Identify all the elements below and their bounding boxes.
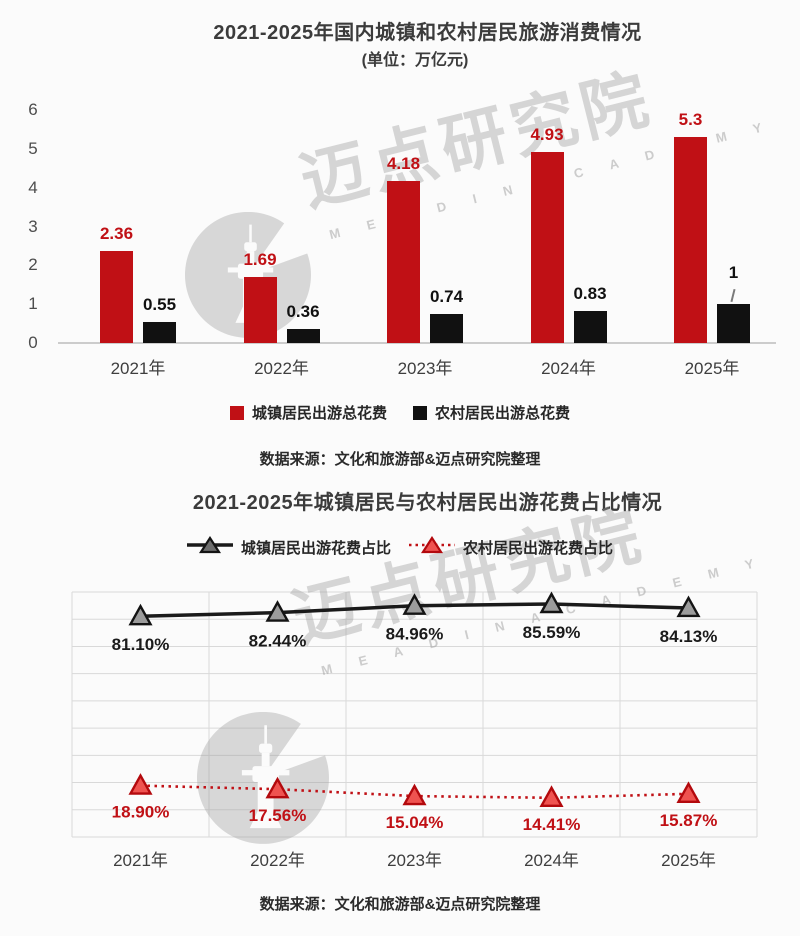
bar-value-label: 1 <box>728 263 739 283</box>
bar-urban <box>100 251 133 343</box>
bar-value-label: 5.3 <box>678 110 703 130</box>
marker-triangle <box>128 603 153 626</box>
bar-rural <box>573 310 607 343</box>
marker-triangle <box>539 785 564 807</box>
bar-urban <box>243 277 277 343</box>
bar-chart-source: 数据来源：文化和旅游部&迈点研究院整理 <box>259 451 541 468</box>
bar-value-label: 1.69 <box>243 250 277 270</box>
marker-triangle <box>265 600 290 622</box>
point-value-label: 84.13% <box>660 627 718 646</box>
line-chart-grid <box>71 591 758 838</box>
x-axis-label: 2024年 <box>541 359 596 378</box>
x-axis-label: 2025年 <box>684 359 740 378</box>
urban-line-marker <box>186 535 233 559</box>
legend-item-urban-total: 城镇居民出游总花费 <box>229 402 387 423</box>
marker-triangle <box>265 776 290 799</box>
point-value-label: 84.96% <box>386 625 444 644</box>
point-value-label: 82.44% <box>249 632 307 651</box>
bar-value-label: 4.18 <box>386 153 421 173</box>
point-value-label: 85.59% <box>523 623 581 642</box>
bar-rural <box>717 304 750 343</box>
point-value-label: 15.04% <box>386 813 444 832</box>
bar-chart-plot: 0 1 2 3 4 5 6 2021年 2022年 2023年 2024年 2025年 2.36 1.69… <box>0 0 800 420</box>
marker-triangle <box>539 591 564 614</box>
x-axis-label: 2022年 <box>250 851 305 870</box>
x-axis-line <box>58 342 776 344</box>
rural-legend-marker-icon <box>409 535 455 554</box>
bar-chart-legend: 城镇居民出游总花费 农村居民出游总花费 <box>0 402 800 423</box>
marker-triangle <box>402 783 427 806</box>
bar-value-label: 4.93 <box>530 124 564 144</box>
tower-icon <box>241 725 290 829</box>
legend-label: 城镇居民出游花费占比 <box>240 540 391 557</box>
legend-label: 农村居民出游花费占比 <box>463 540 614 557</box>
legend-item-rural-share: 农村居民出游花费占比 <box>409 535 614 559</box>
legend-item-urban-share: 城镇居民出游花费占比 <box>186 535 391 559</box>
point-value-label: 17.56% <box>249 806 307 825</box>
rural-line-marker <box>409 535 455 559</box>
bar-value-label: 0.55 <box>142 294 177 314</box>
bar-rural <box>286 329 320 343</box>
line-chart-source: 数据来源：文化和旅游部&迈点研究院整理 <box>259 896 541 913</box>
y-axis-tick-label: 1 <box>28 294 38 314</box>
y-axis-tick-label: 0 <box>28 333 38 352</box>
bar-chart-subtitle: (单位：万亿元) <box>361 52 469 69</box>
line-chart-legend: 城镇居民出游花费占比 农村居民出游花费占比 <box>0 535 800 559</box>
urban-series-swatch <box>229 405 244 420</box>
bar-value-label: 0.36 <box>286 302 320 322</box>
legend-label: 城镇居民出游总花费 <box>251 405 387 422</box>
x-axis-label: 2023年 <box>397 359 453 378</box>
legend-item-rural-total: 农村居民出游总花费 <box>413 402 570 423</box>
label-leader-line <box>729 289 736 303</box>
y-axis-tick-label: 2 <box>28 255 38 275</box>
meadin-logo-watermark <box>197 712 329 844</box>
marker-triangle <box>128 773 153 795</box>
y-axis-tick-label: 6 <box>28 100 38 120</box>
x-axis-label: 2022年 <box>254 359 309 378</box>
x-axis-label: 2021年 <box>110 359 166 378</box>
bar-urban <box>387 180 420 343</box>
point-value-label: 15.87% <box>660 811 718 830</box>
point-value-label: 18.90% <box>112 803 170 822</box>
line-chart-title: 2021-2025年城镇居民与农村居民出游花费占比情况 <box>192 492 663 514</box>
x-axis-label: 2021年 <box>113 851 168 870</box>
bar-value-label: 0.83 <box>573 283 607 303</box>
marker-triangle <box>676 781 701 803</box>
line-chart-plot: 81.10% 82.44% 84.96% 85.59% 84.13% 18.90% 17.5… <box>112 591 718 870</box>
bar-rural <box>430 314 463 343</box>
marker-triangle <box>402 593 427 615</box>
bar-rural <box>143 321 176 343</box>
x-axis-label: 2023年 <box>387 851 442 870</box>
bar-urban <box>530 151 564 343</box>
x-axis-label: 2024年 <box>524 851 579 870</box>
legend-label: 农村居民出游总花费 <box>435 405 571 422</box>
y-axis-tick-label: 4 <box>28 177 38 197</box>
y-axis-tick-label: 5 <box>28 138 38 158</box>
point-value-label: 14.41% <box>523 815 581 834</box>
bar-urban <box>674 137 707 343</box>
point-value-label: 81.10% <box>112 635 170 654</box>
bar-chart-title: 2021-2025年国内城镇和农村居民旅游消费情况 <box>213 22 642 44</box>
urban-legend-marker-icon <box>186 535 233 554</box>
bar-value-label: 2.36 <box>99 224 134 244</box>
x-axis-label: 2025年 <box>661 851 716 870</box>
y-axis-tick-label: 3 <box>28 216 38 236</box>
marker-triangle <box>676 595 701 618</box>
bar-value-label: 0.74 <box>429 287 464 307</box>
rural-series-swatch <box>413 405 427 420</box>
